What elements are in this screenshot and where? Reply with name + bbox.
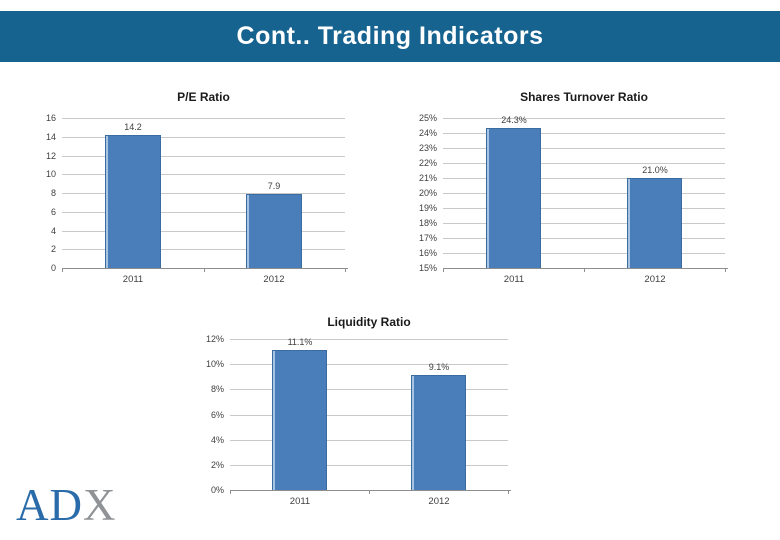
y-gridline — [230, 389, 508, 390]
y-tick-label: 16 — [45, 113, 56, 123]
adx-logo-ad: AD — [16, 480, 83, 530]
x-axis-tick — [725, 269, 726, 272]
y-tick-label: 8 — [50, 188, 56, 198]
y-tick-label: 10% — [205, 359, 224, 369]
y-tick-label: 4 — [50, 226, 56, 236]
bar-2012 — [246, 194, 302, 269]
x-axis-tick — [369, 491, 370, 494]
y-tick-label: 20% — [418, 188, 437, 198]
y-gridline — [443, 148, 725, 149]
x-axis-line — [443, 268, 728, 269]
y-tick-label: 12% — [205, 334, 224, 344]
y-tick-label: 15% — [418, 263, 437, 273]
y-gridline — [230, 440, 508, 441]
y-gridline — [443, 223, 725, 224]
bar-2011 — [486, 128, 541, 269]
category-label: 2011 — [289, 496, 311, 507]
y-gridline — [443, 193, 725, 194]
y-gridline — [62, 156, 345, 157]
y-tick-label: 14 — [45, 132, 56, 142]
shares-turnover-ratio-chart: Shares Turnover Ratio 25% 24% 23% 22% 21% 20% 1… — [412, 88, 747, 300]
y-tick-label: 8% — [210, 384, 224, 394]
y-tick-label: 0% — [210, 485, 224, 495]
y-tick-label: 19% — [418, 203, 437, 213]
x-axis-tick — [443, 269, 444, 272]
y-gridline — [230, 415, 508, 416]
y-tick-label: 23% — [418, 143, 437, 153]
y-gridline — [62, 231, 345, 232]
bar-2011 — [272, 350, 327, 491]
y-gridline — [62, 137, 345, 138]
y-tick-label: 0 — [50, 263, 56, 273]
y-gridline — [443, 238, 725, 239]
adx-logo: ADX — [16, 483, 117, 528]
y-tick-label: 10 — [45, 169, 56, 179]
y-tick-label: 25% — [418, 113, 437, 123]
y-tick-label: 2 — [50, 244, 56, 254]
y-gridline — [230, 339, 508, 340]
y-gridline — [62, 118, 345, 119]
y-gridline — [443, 163, 725, 164]
y-tick-label: 21% — [418, 173, 437, 183]
pe-ratio-chart: P/E Ratio 16 14 12 10 8 6 4 2 0 14.2 2011 7.9 2012 — [30, 88, 365, 300]
x-axis-tick — [204, 269, 205, 272]
category-label: 2011 — [503, 274, 525, 285]
category-label: 2012 — [428, 496, 450, 507]
x-axis-line — [62, 268, 348, 269]
bar-value-label: 24.3% — [501, 115, 527, 125]
y-tick-label: 12 — [45, 151, 56, 161]
y-gridline — [62, 174, 345, 175]
x-axis-tick — [345, 269, 346, 272]
y-gridline — [62, 193, 345, 194]
y-tick-label: 6 — [50, 207, 56, 217]
x-axis-tick — [584, 269, 585, 272]
liquidity-ratio-chart: Liquidity Ratio 12% 10% 8% 6% 4% 2% 0% 11.1% 2011… — [195, 313, 515, 520]
x-axis-tick — [230, 491, 231, 494]
y-tick-label: 18% — [418, 218, 437, 228]
x-axis-line — [230, 490, 511, 491]
y-tick-label: 17% — [418, 233, 437, 243]
y-tick-label: 22% — [418, 158, 437, 168]
y-tick-label: 2% — [210, 460, 224, 470]
chart-title: Shares Turnover Ratio — [520, 90, 648, 104]
y-gridline — [443, 133, 725, 134]
bar-value-label: 11.1% — [287, 337, 313, 347]
x-axis-tick — [62, 269, 63, 272]
y-gridline — [230, 465, 508, 466]
y-gridline — [443, 178, 725, 179]
chart-title: Liquidity Ratio — [327, 315, 411, 329]
slide-header: Cont.. Trading Indicators — [0, 11, 780, 62]
bar-value-label: 9.1% — [428, 362, 450, 372]
y-gridline — [62, 249, 345, 250]
bar-value-label: 21.0% — [642, 165, 668, 175]
bar-2012 — [411, 375, 466, 491]
category-label: 2011 — [122, 274, 144, 285]
page-title: Cont.. Trading Indicators — [236, 22, 544, 50]
bar-value-label: 14.2 — [124, 122, 142, 132]
y-gridline — [443, 118, 725, 119]
y-tick-label: 24% — [418, 128, 437, 138]
y-gridline — [443, 208, 725, 209]
y-tick-label: 6% — [210, 410, 224, 420]
y-tick-label: 4% — [210, 435, 224, 445]
adx-logo-x: X — [83, 480, 117, 530]
bar-value-label: 7.9 — [267, 181, 281, 191]
category-label: 2012 — [263, 274, 285, 285]
y-tick-label: 16% — [418, 248, 437, 258]
bar-2011 — [105, 135, 161, 269]
bar-2012 — [627, 178, 682, 269]
y-gridline — [230, 364, 508, 365]
chart-title: P/E Ratio — [177, 90, 230, 104]
x-axis-tick — [508, 491, 509, 494]
category-label: 2012 — [644, 274, 666, 285]
y-gridline — [62, 212, 345, 213]
y-gridline — [443, 253, 725, 254]
